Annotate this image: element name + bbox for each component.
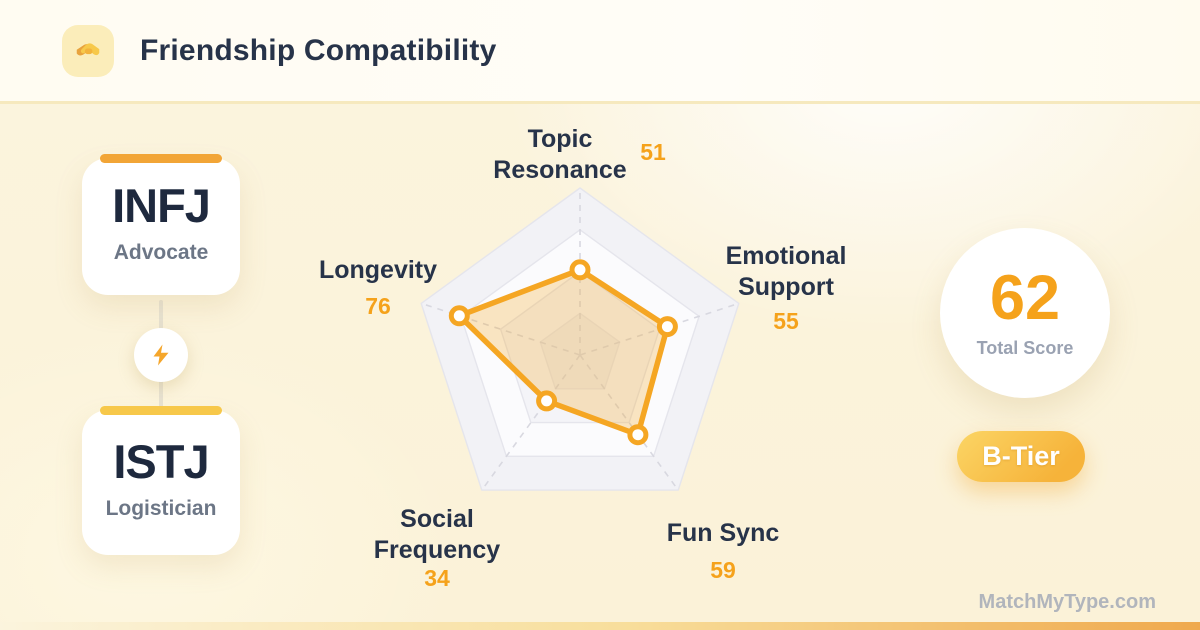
person1-card: INFJ Advocate	[82, 154, 240, 295]
handshake-icon-glyph	[76, 42, 100, 55]
radar-data-point	[536, 390, 558, 412]
header: Friendship Compatibility	[0, 0, 1200, 104]
person1-accent-bar	[100, 154, 222, 163]
radar-axis-line	[420, 302, 581, 356]
person2-card: ISTJ Logistician	[82, 406, 240, 555]
person1-type: INFJ	[112, 179, 211, 232]
radar-axis-line	[579, 354, 679, 491]
axis-label-fun-sync: Fun Sync	[666, 519, 780, 547]
person2-accent-bar	[100, 406, 222, 415]
radar-data-point	[627, 424, 649, 446]
person1-name: Advocate	[113, 241, 209, 264]
lightning-bolt-icon	[153, 344, 169, 366]
total-score-value: 62	[989, 263, 1061, 333]
radar-data-point	[569, 259, 591, 281]
radar-chart	[380, 155, 780, 555]
versus-circle	[134, 328, 188, 382]
tier-badge: B-Tier	[957, 431, 1085, 482]
person2-type: ISTJ	[113, 435, 209, 488]
axis-value-fun-sync: 59	[710, 557, 736, 583]
radar-svg	[420, 187, 740, 491]
axis-value-emotional-support: 55	[773, 308, 799, 334]
page-title: Friendship Compatibility	[140, 33, 497, 67]
person2-name: Logistician	[105, 497, 217, 520]
axis-label-emotional-support: Emotional Support	[725, 242, 847, 301]
watermark: MatchMyType.com	[978, 591, 1156, 613]
axis-label-social-frequency: Social Frequency	[373, 505, 501, 564]
radar-axis-line	[579, 302, 740, 356]
axis-label-longevity: Longevity	[318, 256, 438, 284]
radar-data-point	[656, 316, 678, 338]
axis-value-topic-resonance: 51	[640, 139, 666, 165]
radar-axis-line	[481, 354, 581, 491]
total-score-label: Total Score	[976, 338, 1074, 358]
axis-value-social-frequency: 34	[424, 565, 450, 591]
radar-data-point	[448, 305, 470, 327]
radar-data-polygon	[456, 267, 671, 438]
total-score-circle: 62 Total Score	[940, 228, 1110, 398]
handshake-icon	[62, 24, 114, 77]
axis-value-longevity: 76	[365, 293, 391, 319]
bottom-accent-bar	[0, 622, 1200, 630]
axis-label-topic-resonance: Topic Resonance	[493, 125, 627, 184]
